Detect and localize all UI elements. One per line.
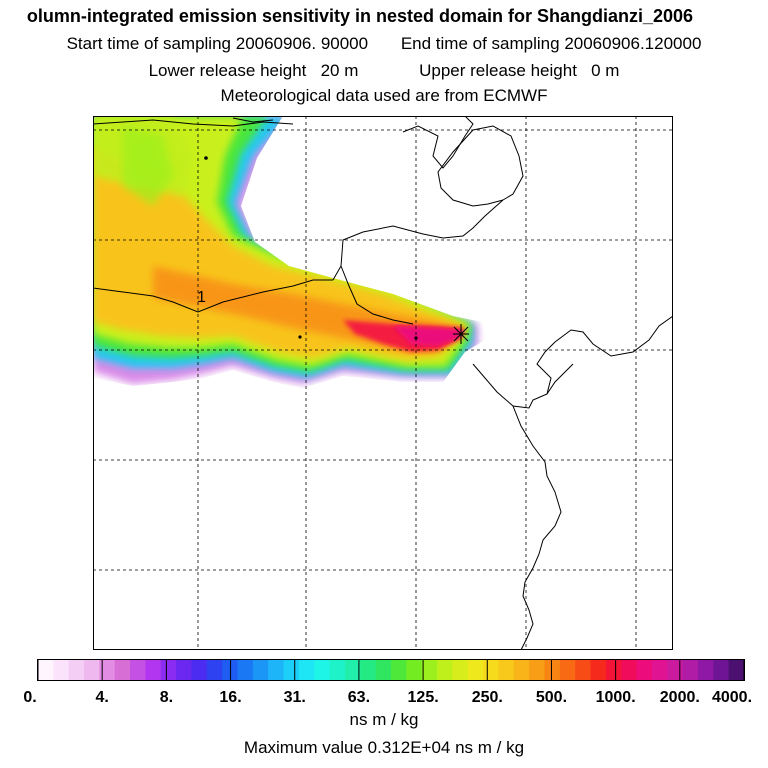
colorbar-cell — [728, 660, 745, 680]
colorbar-tick-label: 250. — [472, 689, 503, 706]
colorbar-cell — [575, 660, 592, 680]
colorbar-cell — [130, 660, 147, 680]
met-data-line: Meteorological data used are from ECMWF — [220, 86, 548, 105]
end-time-value: 20060906.120000 — [564, 34, 702, 53]
max-value-text: Maximum value 0.312E+04 ns m / kg — [243, 738, 525, 757]
colorbar-cell — [452, 660, 469, 680]
lower-release-value: 20 m — [320, 61, 359, 80]
city-dot — [204, 156, 208, 160]
colorbar-tick-label: 125. — [408, 689, 439, 706]
upper-release-label: Upper release height — [419, 61, 577, 80]
colorbar-tick-label: 4000. — [712, 689, 752, 706]
colorbar-cell — [391, 660, 407, 680]
colorbar-cell — [99, 660, 116, 680]
colorbar-cell — [498, 660, 515, 680]
colorbar-cell — [713, 660, 730, 680]
colorbar-cell — [513, 660, 530, 680]
city-dot — [298, 335, 302, 339]
colorbar-tick-label: 1000. — [596, 689, 636, 706]
city-dot — [414, 336, 418, 340]
colorbar-cell — [621, 660, 638, 680]
colorbar-tick-label: 2000. — [660, 689, 700, 706]
colorbar-tick-label: 31. — [284, 689, 306, 706]
colorbar-cell — [682, 660, 699, 680]
colorbar-cell — [268, 660, 285, 680]
colorbar-cell — [667, 660, 684, 680]
colorbar-cell — [114, 660, 131, 680]
sensitivity-map: 1 — [93, 116, 673, 650]
colorbar-cell — [252, 660, 269, 680]
colorbar-cell — [697, 660, 714, 680]
colorbar-cell — [559, 660, 576, 680]
colorbar-frame — [37, 659, 745, 681]
coastline-borders — [93, 116, 673, 650]
colorbar-cell — [68, 660, 85, 680]
lower-release-label: Lower release height — [148, 61, 307, 80]
colorbar-tick-label: 8. — [160, 689, 173, 706]
colorbar-cell — [375, 660, 392, 680]
colorbar-cell — [176, 660, 193, 680]
sampling-time-line: Start time of sampling 20060906. 90000 E… — [0, 34, 768, 54]
colorbar-tick-label: 63. — [348, 689, 370, 706]
map-panel: 1 — [93, 116, 673, 650]
end-time-label: End time of sampling — [400, 34, 560, 53]
colorbar-cell — [483, 660, 500, 680]
colorbar-cell — [651, 660, 668, 680]
colorbar-cell — [206, 660, 223, 680]
colorbar-tick-label: 4. — [96, 689, 109, 706]
map-frame — [93, 116, 673, 650]
colorbar: 0. 4. 8. 16. 31. 63. 125. 250. 500. 1000. 2000. 400… — [23, 659, 752, 706]
colorbar-cell — [636, 660, 653, 680]
colorbar-units: ns m / kg — [349, 710, 419, 729]
colorbar-labels: 0. 4. 8. 16. 31. 63. 125. 250. 500. 1000. 2000. 400… — [23, 689, 752, 706]
upper-release-value: 0 m — [591, 61, 620, 80]
start-time-value: 20060906. 90000 — [235, 34, 369, 53]
release-height-line: Lower release height 20 m Upper release … — [0, 61, 768, 81]
colorbar-cell — [529, 660, 546, 680]
colorbar-cell — [314, 660, 331, 680]
colorbar-tick-label: 500. — [536, 689, 567, 706]
colorbar-cell — [360, 660, 377, 680]
lat-lon-grid — [93, 116, 673, 650]
colorbar-cell — [145, 660, 162, 680]
colorbar-cell — [283, 660, 300, 680]
colorbar-cell — [329, 660, 346, 680]
colorbar-cell — [421, 660, 438, 680]
colorbar-cell — [160, 660, 177, 680]
colorbar-cell — [590, 660, 607, 680]
receptor-star-icon — [453, 324, 469, 344]
colorbar-cell — [84, 660, 100, 680]
colorbar-cell — [298, 660, 315, 680]
colorbar-cell — [467, 660, 484, 680]
colorbar-cell — [437, 660, 453, 680]
colorbar-cell — [53, 660, 70, 680]
colorbar-cell — [38, 660, 54, 680]
colorbar-tick-label: 0. — [23, 689, 36, 706]
page-title: olumn-integrated emission sensitivity in… — [26, 6, 694, 26]
colorbar-cell — [544, 660, 561, 680]
colorbar-cell — [237, 660, 254, 680]
start-time-label: Start time of sampling — [66, 34, 231, 53]
colorbar-cells — [38, 660, 745, 680]
colorbar-cell — [406, 660, 423, 680]
colorbar-tick-label: 16. — [219, 689, 241, 706]
trajectory-marker-label: 1 — [197, 289, 206, 306]
colorbar-cell — [191, 660, 208, 680]
colorbar-cell — [344, 660, 361, 680]
colorbar-cell — [605, 660, 622, 680]
